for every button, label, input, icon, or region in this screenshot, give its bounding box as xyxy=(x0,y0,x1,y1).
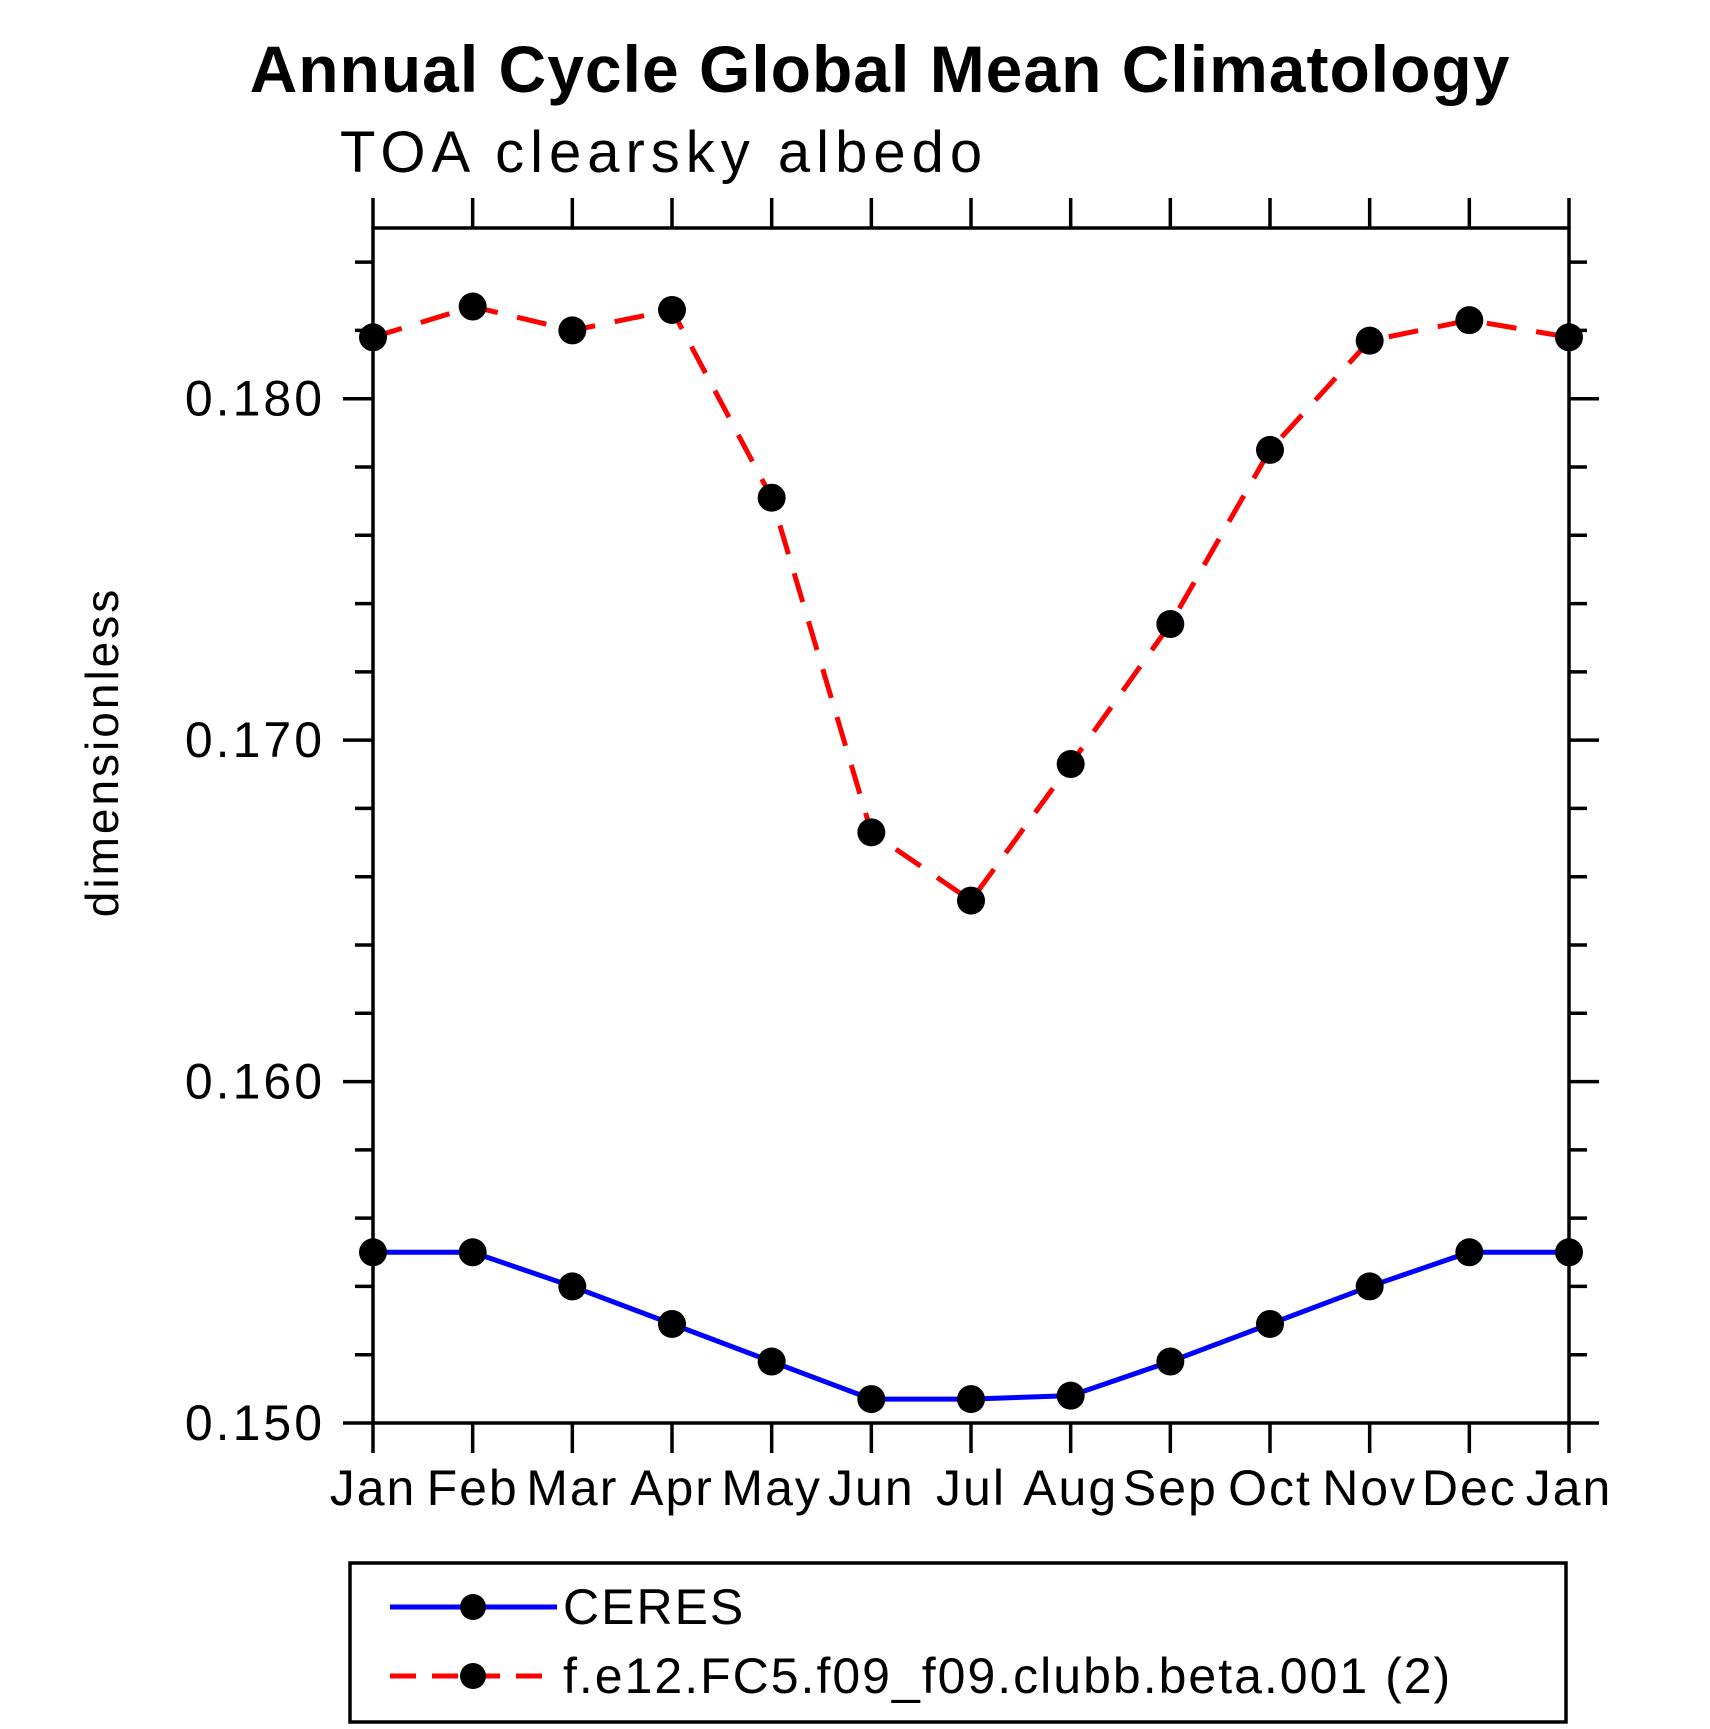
x-tick-label: Dec xyxy=(1422,1460,1517,1516)
y-tick-label: 0.150 xyxy=(185,1395,325,1451)
x-tick-label: Oct xyxy=(1228,1460,1312,1516)
legend-box xyxy=(348,1561,1568,1724)
data-point-marker xyxy=(1256,435,1284,464)
y-tick-label: 0.160 xyxy=(185,1054,325,1110)
legend: CERES f.e12.FC5.f09_f09.clubb.beta.001 (… xyxy=(348,1561,1568,1724)
data-point-marker xyxy=(1355,1272,1384,1301)
data-point-marker xyxy=(658,295,686,324)
x-tick-label: Feb xyxy=(427,1460,519,1516)
x-tick-label: Nov xyxy=(1322,1460,1417,1516)
y-tick-label: 0.170 xyxy=(185,712,325,768)
data-point-marker xyxy=(1156,610,1185,639)
x-tick-label: Jan xyxy=(1526,1460,1613,1516)
legend-marker-ceres xyxy=(460,1594,486,1620)
data-point-marker xyxy=(1156,1347,1185,1376)
chart-title: Annual Cycle Global Mean Climatology xyxy=(250,32,1511,106)
data-point-marker xyxy=(857,818,886,847)
data-series xyxy=(359,292,1583,1414)
data-point-marker xyxy=(1555,323,1583,352)
data-point-marker xyxy=(1555,1238,1583,1267)
x-tick-labels: Jan Feb Mar Apr May Jun Jul Aug Sep Oct Nov Dec Jan xyxy=(330,1460,1613,1516)
x-tick-label: Jun xyxy=(828,1460,915,1516)
series-line-solid xyxy=(373,1249,1569,1402)
plot-frame-and-ticks xyxy=(343,198,1599,1453)
data-point-marker xyxy=(1056,750,1085,779)
y-tick-labels: 0.150 0.160 0.170 0.180 xyxy=(185,371,325,1451)
data-point-marker xyxy=(359,323,387,352)
data-point-marker xyxy=(1056,1381,1085,1410)
data-point-marker xyxy=(757,483,786,512)
chart-subtitle: TOA clearsky albedo xyxy=(340,120,988,185)
data-point-marker xyxy=(359,1238,387,1267)
x-tick-label: Aug xyxy=(1023,1460,1118,1516)
data-point-marker xyxy=(1355,326,1384,355)
x-tick-label: Jul xyxy=(936,1460,1006,1516)
data-point-marker xyxy=(458,292,487,321)
y-tick-label: 0.180 xyxy=(185,371,325,427)
data-point-marker xyxy=(857,1385,886,1414)
x-tick-label: May xyxy=(721,1460,821,1516)
plot-frame xyxy=(371,226,1571,1425)
data-point-marker xyxy=(458,1238,487,1267)
data-point-marker xyxy=(1455,1238,1484,1267)
data-point-marker xyxy=(558,316,587,345)
legend-marker-model xyxy=(460,1663,486,1689)
x-tick-label: Apr xyxy=(630,1460,714,1516)
y-axis-label: dimensionless xyxy=(76,587,128,917)
x-tick-label: Jan xyxy=(330,1460,417,1516)
series-line-dashed xyxy=(372,303,1570,905)
x-tick-label: Mar xyxy=(526,1460,618,1516)
x-tick-label: Sep xyxy=(1123,1460,1218,1516)
legend-label-model: f.e12.FC5.f09_f09.clubb.beta.001 (2) xyxy=(563,1648,1452,1704)
legend-label-ceres: CERES xyxy=(563,1579,745,1635)
data-point-marker xyxy=(658,1309,686,1338)
data-point-marker xyxy=(1256,1309,1284,1338)
data-point-marker xyxy=(957,886,985,915)
data-point-marker xyxy=(757,1347,786,1376)
data-point-marker xyxy=(957,1385,985,1414)
data-point-marker xyxy=(558,1272,587,1301)
data-point-marker xyxy=(1455,306,1484,335)
